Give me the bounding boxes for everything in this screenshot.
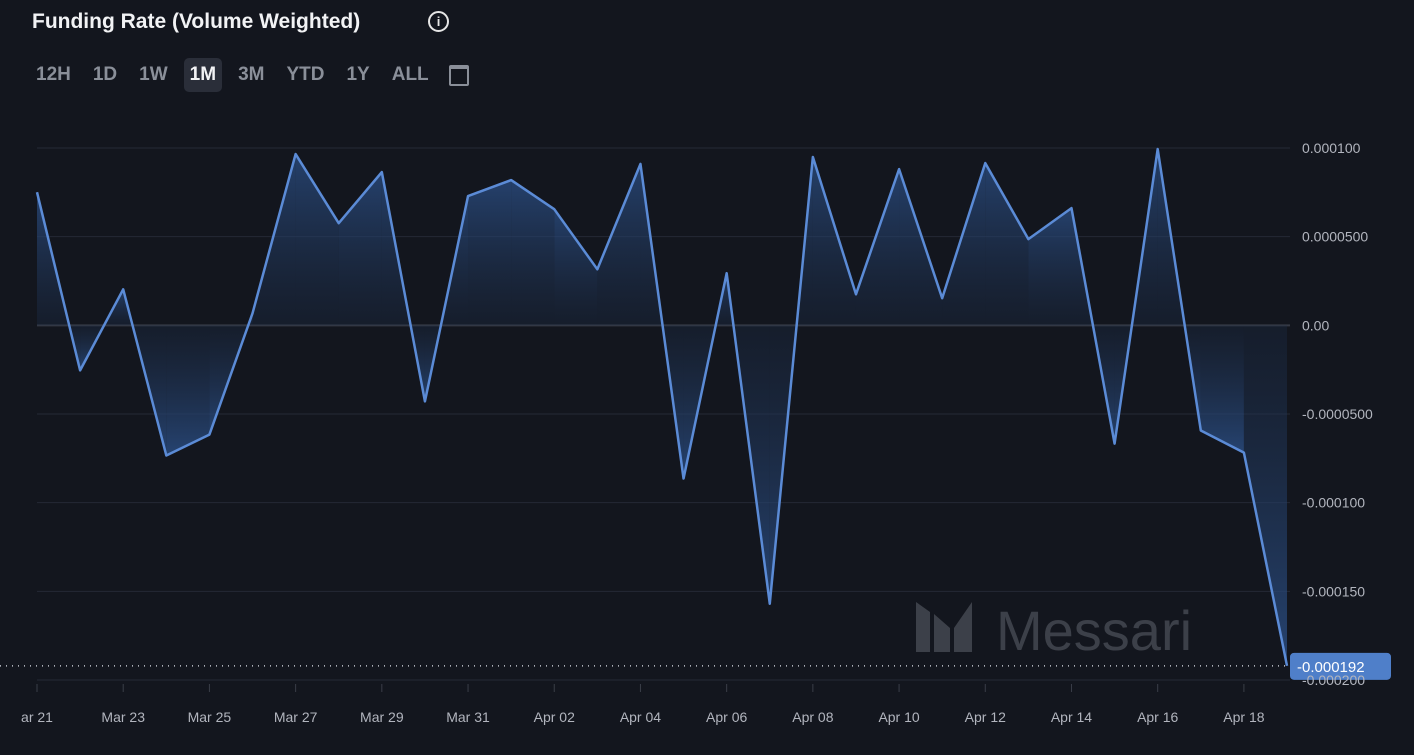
area-segment bbox=[338, 172, 382, 326]
range-1y[interactable]: 1Y bbox=[346, 64, 370, 85]
area-segment bbox=[1243, 325, 1287, 666]
messari-watermark: Messari bbox=[916, 599, 1192, 662]
svg-text:Messari: Messari bbox=[996, 599, 1192, 662]
area-segment bbox=[855, 169, 900, 326]
y-tick-label: -0.000100 bbox=[1302, 495, 1365, 511]
x-tick-label: Mar 31 bbox=[446, 709, 490, 725]
range-1w[interactable]: 1W bbox=[139, 64, 168, 85]
x-tick-label: Apr 18 bbox=[1223, 709, 1264, 725]
range-all[interactable]: ALL bbox=[391, 64, 429, 85]
range-1d[interactable]: 1D bbox=[92, 64, 118, 85]
last-value-badge bbox=[1290, 652, 1391, 680]
x-tick-label: Apr 12 bbox=[965, 709, 1006, 725]
x-tick-label: Apr 08 bbox=[792, 709, 833, 725]
x-tick-label: Mar 23 bbox=[101, 709, 145, 725]
x-tick-label: Mar 25 bbox=[188, 709, 232, 725]
x-tick-label: Apr 06 bbox=[706, 709, 747, 725]
area-segment bbox=[295, 154, 339, 326]
x-tick-label: Mar 27 bbox=[274, 709, 318, 725]
range-selector: 12H 1D 1W 1M 3M YTD 1Y ALL bbox=[30, 58, 469, 92]
y-tick-label: -0.0000500 bbox=[1302, 406, 1373, 422]
chart-title: Funding Rate (Volume Weighted) bbox=[32, 10, 361, 33]
range-12h[interactable]: 12H bbox=[36, 64, 71, 85]
area-segment bbox=[1028, 208, 1072, 326]
area-segment bbox=[166, 325, 210, 456]
y-tick-label: 0.0000500 bbox=[1302, 229, 1368, 245]
calendar-icon[interactable] bbox=[448, 64, 469, 86]
y-tick-label: -0.000150 bbox=[1302, 583, 1365, 599]
area-segment bbox=[554, 209, 598, 326]
area-segment bbox=[942, 163, 986, 326]
x-tick-label: Apr 14 bbox=[1051, 709, 1092, 725]
range-1m[interactable]: 1M bbox=[183, 58, 223, 92]
x-tick-label: Apr 04 bbox=[620, 709, 661, 725]
range-ytd[interactable]: YTD bbox=[286, 64, 325, 85]
area-segment bbox=[812, 157, 856, 326]
area-segment bbox=[899, 169, 943, 326]
x-tick-label: Apr 02 bbox=[534, 709, 575, 725]
series-line bbox=[35, 147, 1289, 667]
last-value-label: -0.000192 bbox=[1297, 659, 1365, 676]
area-segment bbox=[1200, 325, 1244, 453]
y-tick-label: -0.000200 bbox=[1302, 672, 1365, 688]
x-tick-label: Mar 29 bbox=[360, 709, 404, 725]
x-tick-label: ar 21 bbox=[21, 709, 53, 725]
range-3m[interactable]: 3M bbox=[238, 64, 265, 85]
area-segment bbox=[468, 180, 512, 326]
area-segment bbox=[511, 180, 555, 326]
x-tick-label: Apr 16 bbox=[1137, 709, 1178, 725]
x-tick-label: Apr 10 bbox=[878, 709, 919, 725]
info-icon[interactable]: i bbox=[428, 11, 449, 32]
area-segment bbox=[985, 163, 1029, 326]
area-segment bbox=[597, 163, 641, 326]
y-tick-label: 0.000100 bbox=[1302, 140, 1361, 156]
y-tick-label: 0.00 bbox=[1302, 317, 1329, 333]
